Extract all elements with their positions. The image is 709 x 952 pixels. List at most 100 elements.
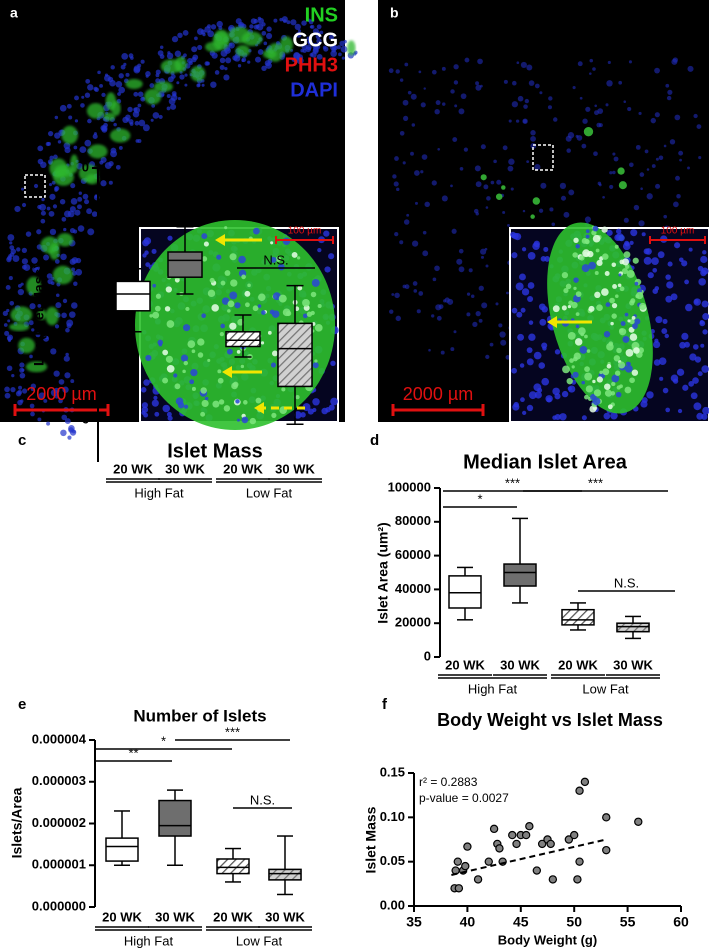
nucleus [171, 91, 177, 96]
significance-label: * [161, 733, 166, 748]
cell [175, 397, 184, 405]
nucleus [658, 357, 667, 366]
nucleus [74, 119, 79, 123]
cell [612, 284, 618, 289]
nucleus [294, 411, 302, 419]
cell [257, 304, 262, 308]
nucleus [39, 203, 47, 211]
nucleus [451, 228, 457, 234]
y-tick-label: -6 [77, 411, 89, 426]
cell [601, 226, 608, 233]
cell [253, 227, 260, 235]
nucleus [512, 403, 520, 411]
nucleus [665, 295, 673, 303]
cell [586, 349, 591, 353]
nucleus [520, 397, 525, 403]
nucleus [423, 87, 426, 90]
islet [144, 88, 162, 105]
nucleus [395, 315, 401, 322]
nucleus [480, 255, 484, 259]
cell [631, 315, 636, 320]
point [489, 824, 499, 834]
nucleus [679, 158, 682, 162]
nucleus [589, 58, 594, 63]
cell [197, 338, 205, 346]
nucleus [470, 294, 475, 298]
nucleus [73, 145, 78, 150]
nucleus [99, 160, 104, 165]
nucleus [177, 32, 183, 39]
nucleus [606, 80, 613, 87]
nucleus [21, 187, 25, 191]
nucleus [506, 291, 509, 295]
nucleus [9, 245, 15, 250]
cell [224, 226, 228, 230]
nucleus [638, 220, 645, 227]
nucleus [2, 310, 8, 317]
cell [575, 324, 580, 329]
islet [85, 174, 99, 185]
nucleus [49, 228, 57, 236]
nucleus [475, 181, 482, 188]
x-tick-label: 30 WK [265, 909, 305, 924]
cell [220, 323, 226, 329]
nucleus [151, 399, 159, 407]
cell [567, 305, 572, 309]
cell [312, 362, 319, 369]
nucleus [157, 50, 164, 57]
x-tick-label: 60 [673, 914, 689, 930]
nucleus [549, 207, 554, 212]
nucleus [638, 111, 642, 116]
nucleus [681, 332, 689, 340]
significance-label: *** [236, 164, 251, 179]
nucleus [450, 347, 455, 352]
cell [165, 286, 172, 293]
nucleus [532, 242, 540, 250]
nucleus [666, 95, 672, 101]
cell [241, 274, 246, 280]
cell [282, 237, 291, 245]
islet [228, 26, 251, 44]
islet [61, 125, 79, 145]
nucleus [35, 332, 41, 338]
cell [152, 311, 160, 319]
cell [618, 361, 626, 369]
cell [182, 369, 186, 374]
x-tick-label: 20 WK [223, 461, 263, 476]
nucleus [420, 102, 426, 108]
nucleus [323, 46, 329, 52]
nucleus [152, 112, 160, 119]
nucleus [159, 45, 164, 50]
nucleus [669, 139, 676, 145]
nucleus [435, 100, 441, 106]
nucleus [63, 210, 71, 218]
nucleus [602, 195, 605, 199]
nucleus [395, 69, 400, 74]
nucleus [702, 250, 707, 255]
box [167, 251, 203, 278]
cell [235, 399, 240, 404]
x-tick-label: 20 WK [113, 461, 153, 476]
nucleus [674, 242, 681, 249]
cell [561, 271, 569, 279]
nucleus [665, 407, 671, 413]
cell [258, 293, 266, 301]
cell [571, 365, 575, 369]
nucleus [125, 72, 130, 77]
nucleus [505, 355, 511, 360]
nucleus [210, 81, 217, 88]
nucleus [31, 328, 35, 332]
nucleus [11, 374, 15, 378]
y-tick-label: 0.000003 [32, 773, 86, 788]
cell [603, 331, 611, 338]
nucleus [23, 264, 31, 271]
nucleus [253, 24, 259, 30]
cell [232, 381, 239, 388]
nucleus [598, 123, 603, 128]
nucleus [324, 266, 331, 273]
cell [145, 354, 152, 362]
nucleus [143, 379, 150, 386]
cell [607, 404, 613, 410]
nucleus [539, 318, 547, 326]
nucleus [155, 73, 160, 78]
